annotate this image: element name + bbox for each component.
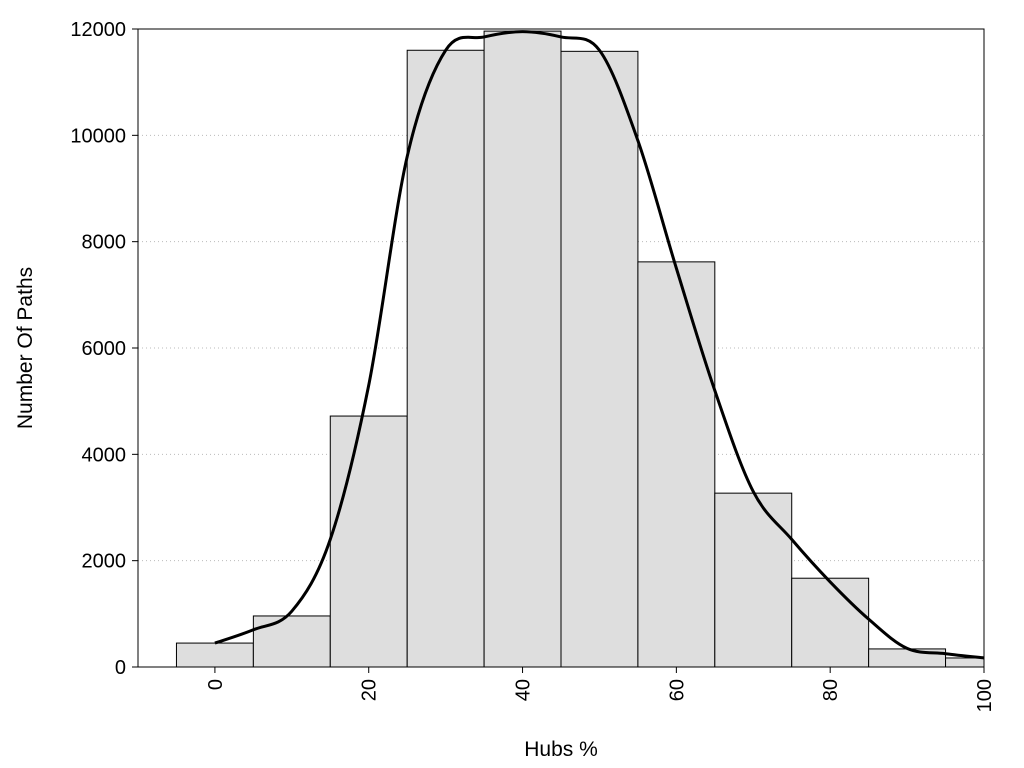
y-tick-label: 4000	[82, 444, 127, 466]
y-tick-label: 12000	[70, 19, 126, 41]
y-tick-label: 6000	[82, 338, 127, 360]
x-tick-label: 60	[666, 679, 688, 701]
histogram-bar	[483, 30, 562, 668]
histogram-bar	[945, 657, 985, 668]
histogram-bar	[175, 642, 254, 668]
density-curve	[214, 30, 985, 660]
grid-lines	[138, 134, 984, 562]
density-curve-layer	[214, 30, 985, 660]
histogram-bar	[791, 577, 870, 668]
y-axis-label: Number Of Paths	[14, 267, 37, 429]
x-tick-label: 0	[205, 679, 227, 690]
x-axis-label: Hubs %	[524, 738, 598, 761]
histogram-bar	[252, 615, 331, 668]
histogram-bars	[175, 30, 985, 668]
histogram-bar	[329, 415, 408, 668]
histogram-bar	[714, 492, 793, 668]
y-tick-label: 0	[115, 657, 126, 679]
x-tick-label: 100	[974, 679, 996, 712]
y-tick-label: 2000	[82, 551, 127, 573]
histogram-bar	[560, 50, 639, 668]
y-axis-ticks: 0 2000 4000 6000 8000 10000 12000	[70, 19, 138, 679]
x-tick-label: 80	[820, 679, 842, 701]
histogram-bar	[406, 49, 485, 668]
histogram-bar	[637, 261, 716, 668]
x-axis-ticks: 0 20 40 60 80 100	[205, 667, 996, 712]
x-tick-label: 40	[513, 679, 535, 701]
y-tick-label: 10000	[70, 125, 126, 147]
x-tick-label: 20	[359, 679, 381, 701]
y-tick-label: 8000	[82, 232, 127, 254]
